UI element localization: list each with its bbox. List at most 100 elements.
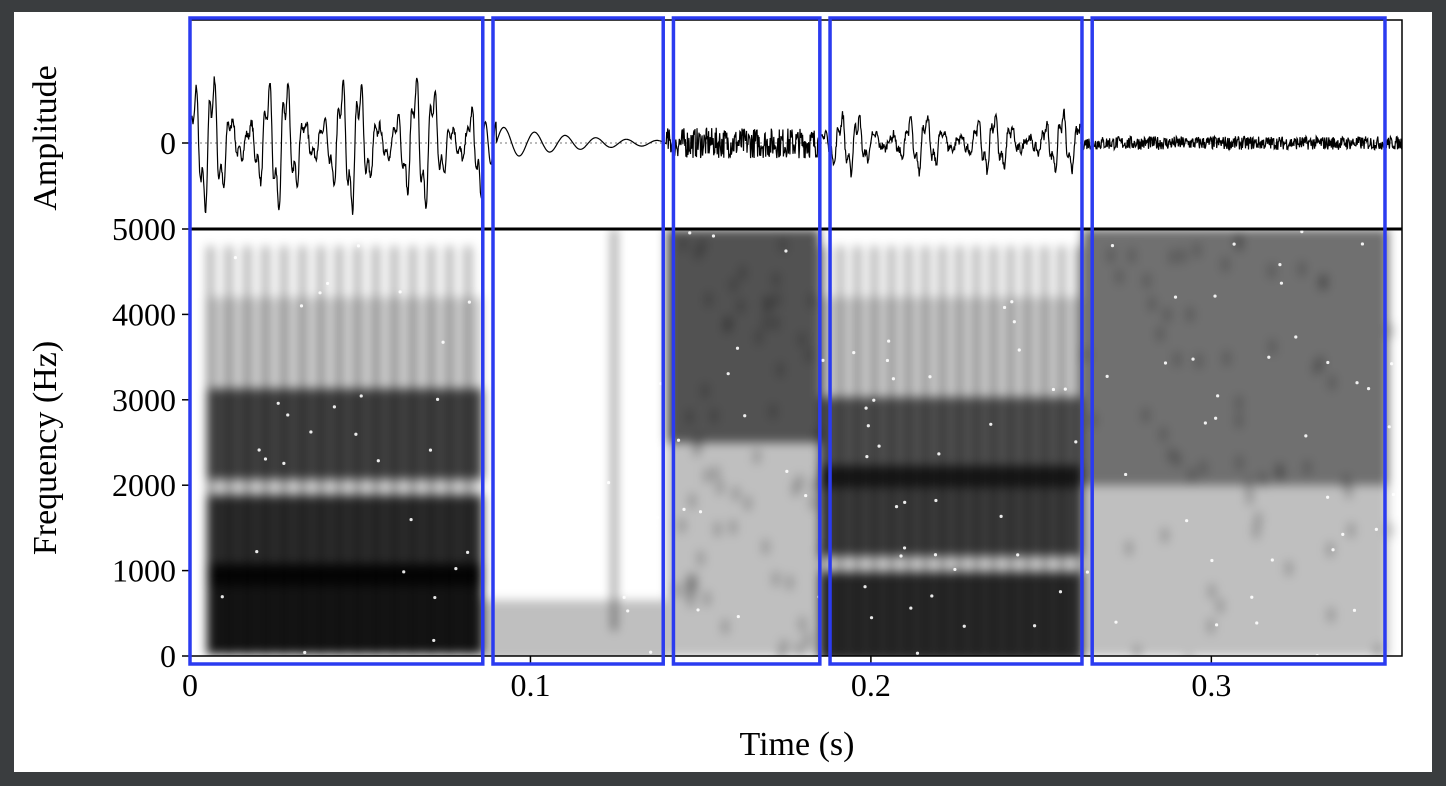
glottal-pulse	[409, 246, 417, 656]
noise-speckle	[678, 518, 685, 533]
glottal-pulse	[390, 246, 398, 656]
noise-speckle	[1317, 355, 1324, 370]
noise-speckle	[1169, 249, 1176, 264]
noise-speckle	[729, 520, 736, 535]
spectrogram-image	[193, 229, 1396, 656]
speckle	[1232, 242, 1236, 246]
glottal-pulse	[938, 246, 946, 656]
noise-speckle	[693, 442, 700, 457]
speckle	[804, 493, 808, 498]
frequency-axis-label: Frequency (Hz)	[27, 341, 64, 555]
speckle	[1085, 570, 1090, 574]
speckle	[877, 444, 881, 448]
glottal-pulse	[956, 246, 964, 656]
noise-speckle	[772, 272, 779, 287]
speckle	[1255, 621, 1259, 625]
speckle	[1216, 394, 1220, 398]
noise-speckle	[1187, 307, 1194, 322]
noise-speckle	[808, 293, 815, 308]
speckle	[1278, 263, 1282, 267]
glottal-pulse	[354, 246, 362, 656]
noise-speckle	[1116, 269, 1123, 284]
noise-speckle	[1195, 353, 1202, 368]
glottal-pulse	[464, 246, 472, 656]
noise-speckle	[1246, 490, 1253, 505]
noise-speckle	[732, 486, 739, 501]
speckle	[1326, 360, 1330, 365]
noise-speckle	[777, 362, 784, 377]
speckle	[688, 231, 692, 235]
speckle	[1326, 495, 1330, 499]
time-tick-label: 0.3	[1191, 667, 1231, 703]
noise-speckle	[1269, 339, 1276, 354]
speckle	[402, 570, 406, 574]
noise-speckle	[713, 466, 720, 481]
noise-speckle	[762, 539, 769, 554]
speckle	[928, 375, 932, 379]
noise-speckle	[773, 292, 780, 307]
noise-speckle	[1134, 645, 1141, 656]
glottal-pulse	[280, 246, 288, 656]
speckle	[1341, 532, 1345, 537]
noise-speckle	[1313, 360, 1320, 375]
speckle	[409, 517, 413, 522]
noise-speckle	[1149, 296, 1156, 311]
noise-speckle	[1255, 512, 1262, 527]
speckle	[1173, 295, 1178, 299]
noise-speckle	[810, 496, 817, 511]
glottal-pulse	[1041, 246, 1049, 656]
noise-speckle	[704, 468, 711, 483]
noise-speckle	[1161, 528, 1168, 543]
frequency-tick-label: 0	[160, 638, 176, 674]
spectrogram-panel	[193, 229, 1396, 656]
speckle	[1214, 416, 1218, 420]
noise-speckle	[792, 482, 799, 497]
speckle	[1374, 527, 1378, 531]
noise-speckle	[1268, 263, 1275, 278]
noise-speckle	[805, 348, 812, 363]
noise-speckle	[686, 410, 693, 425]
noise-speckle	[1345, 484, 1352, 499]
speckle	[865, 455, 869, 459]
noise-speckle	[1168, 447, 1175, 462]
noise-speckle	[690, 580, 697, 595]
speckle	[999, 514, 1003, 518]
noise-speckle	[1164, 307, 1171, 322]
speckle	[563, 496, 567, 500]
speckle	[435, 397, 440, 401]
speckle	[1110, 243, 1115, 248]
speckle	[656, 515, 660, 520]
noise-speckle	[753, 449, 760, 464]
time-tick-label: 0.1	[510, 667, 550, 703]
noise-speckle	[1235, 232, 1242, 247]
noise-speckle	[703, 591, 710, 606]
speckle	[1074, 440, 1078, 444]
speckle	[869, 616, 874, 620]
speckle	[1191, 357, 1195, 361]
glottal-pulse	[1058, 246, 1066, 656]
speckle	[1331, 548, 1335, 552]
frequency-tick-label: 2000	[112, 467, 176, 503]
speckle	[1391, 492, 1396, 497]
noise-speckle	[811, 478, 818, 493]
fricative-lowband	[666, 442, 820, 656]
noise-speckle	[1375, 644, 1382, 656]
speckle	[653, 524, 657, 528]
noise-speckle	[1217, 599, 1224, 614]
noise-speckle	[1143, 273, 1150, 288]
speckle	[263, 457, 268, 461]
speckle	[962, 624, 966, 628]
glottal-pulse	[1024, 246, 1032, 656]
speckle	[1163, 361, 1168, 365]
noise-speckle	[1343, 475, 1350, 490]
noise-speckle	[694, 245, 701, 260]
speckle	[1210, 558, 1214, 563]
glottal-pulse	[1075, 246, 1083, 656]
speckle	[1051, 387, 1056, 392]
waveform-trace	[189, 76, 1403, 215]
noise-speckle	[770, 404, 777, 419]
fricative-band	[1081, 229, 1389, 486]
noise-speckle	[705, 292, 712, 307]
speckle	[676, 438, 681, 442]
speckle	[582, 302, 586, 306]
